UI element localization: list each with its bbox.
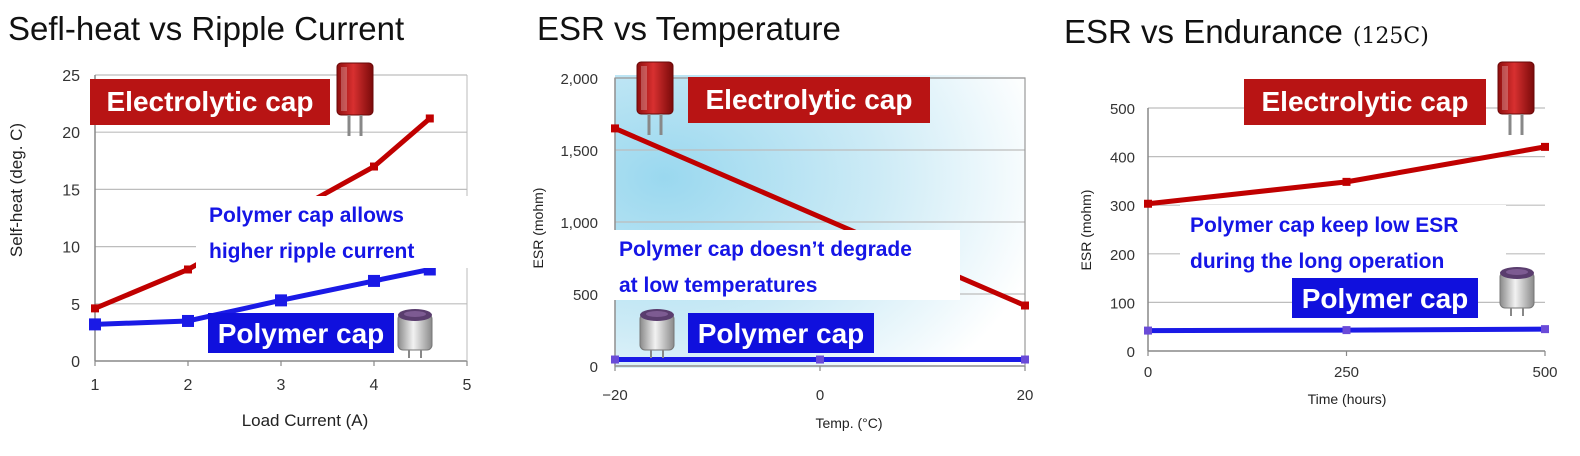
y-axis-label: Self-heat (deg. C) (7, 123, 26, 257)
electrolytic-badge (90, 79, 330, 125)
annotation-box (196, 196, 488, 268)
y-ticks: 0 5 10 15 20 25 (62, 68, 80, 371)
y-tick-label: 20 (62, 125, 80, 142)
data-point (611, 124, 619, 133)
x-tick-label: 4 (370, 377, 379, 394)
x-tick-label: 20 (1017, 387, 1034, 404)
x-axis-label: Time (hours) (1308, 391, 1387, 407)
data-point (1541, 325, 1549, 334)
polymer-capacitor-icon (1499, 267, 1535, 316)
chart-esr-endurance: ESR vs Endurance (125C) 0100200300400500 … (1064, 13, 1558, 407)
x-axis-label: Load Current (A) (242, 411, 369, 430)
data-point (91, 304, 99, 313)
x-tick-label: 250 (1334, 364, 1359, 381)
data-point (1342, 326, 1351, 335)
y-tick-label: 2,000 (560, 71, 598, 88)
data-point (275, 294, 287, 307)
polymer-capacitor-icon (397, 309, 433, 358)
annotation-line-2: during the long operation (1190, 250, 1444, 273)
y-tick-label: 0 (1127, 344, 1135, 361)
series-line-electrolytic (1145, 144, 1548, 207)
data-point (611, 355, 619, 364)
electrolytic-badge-label: Electrolytic cap (1262, 86, 1469, 117)
chart-title-suffix: (125C) (1353, 24, 1429, 49)
chart-title: ESR vs Endurance (125C) (1064, 13, 1429, 50)
y-tick-label: 500 (573, 287, 598, 304)
electrolytic-badge-label: Electrolytic cap (107, 86, 314, 117)
data-point (184, 265, 192, 274)
x-tick-label: 0 (1144, 364, 1152, 381)
y-tick-label: 100 (1110, 295, 1135, 312)
x-axis-label: Temp. (°C) (815, 415, 882, 431)
annotation-line-1: Polymer cap doesn’t degrade (619, 238, 912, 261)
polymer-badge-label: Polymer cap (698, 318, 865, 349)
x-tick-label: 3 (277, 377, 286, 394)
electrolytic-capacitor-icon (636, 61, 674, 135)
x-ticks: −20 0 20 (602, 387, 1033, 404)
annotation-box (612, 230, 960, 300)
x-tick-label: 500 (1532, 364, 1557, 381)
chart-title-main: ESR vs Endurance (1064, 13, 1343, 50)
x-tick-label: −20 (602, 387, 627, 404)
chart-title: Sefl-heat vs Ripple Current (8, 10, 404, 47)
x-tick-label: 2 (184, 377, 193, 394)
electrolytic-capacitor-icon (1497, 61, 1535, 135)
polymer-capacitor-icon (639, 309, 675, 358)
annotation-line-2: at low temperatures (619, 274, 817, 297)
electrolytic-badge (1244, 79, 1486, 125)
data-point (1021, 301, 1029, 310)
y-tick-label: 1,000 (560, 215, 598, 232)
data-point (1342, 177, 1351, 186)
y-ticks: 0 100 200 300 400 500 (1110, 101, 1135, 361)
y-tick-label: 500 (1110, 101, 1135, 118)
x-tick-label: 0 (816, 387, 824, 404)
x-tick-label: 5 (463, 377, 472, 394)
y-tick-label: 15 (62, 182, 80, 199)
data-point (1021, 355, 1029, 364)
x-tick-label: 1 (91, 377, 100, 394)
data-point (89, 318, 101, 331)
y-tick-label: 25 (62, 68, 80, 85)
y-tick-label: 10 (62, 240, 80, 257)
y-tick-label: 0 (590, 359, 598, 376)
y-ticks: 0 500 1,000 1,500 2,000 (560, 71, 598, 376)
data-point (182, 314, 194, 327)
electrolytic-capacitor-icon (336, 62, 374, 136)
data-point (370, 162, 378, 171)
x-ticks: 0 250 500 (1144, 364, 1558, 381)
y-tick-label: 1,500 (560, 143, 598, 160)
y-axis-label: ESR (mohm) (1078, 190, 1094, 271)
chart-title: ESR vs Temperature (537, 10, 841, 47)
electrolytic-badge (688, 77, 930, 123)
annotation-box (1180, 205, 1506, 277)
y-tick-label: 400 (1110, 150, 1135, 167)
data-point (1144, 199, 1152, 208)
chart-esr-temperature: ESR vs Temperature 0 500 1,000 1,500 2,000 −… (530, 10, 1033, 431)
polymer-badge-label: Polymer cap (218, 318, 385, 349)
polymer-badge (1292, 278, 1478, 318)
annotation-line-1: Polymer cap allows (209, 204, 404, 227)
y-tick-label: 300 (1110, 198, 1135, 215)
data-point (368, 274, 380, 287)
y-axis-label: ESR (mohm) (530, 188, 546, 269)
polymer-badge-label: Polymer cap (1302, 283, 1469, 314)
polymer-badge (688, 313, 874, 353)
y-tick-label: 200 (1110, 247, 1135, 264)
data-point (1144, 326, 1152, 335)
electrolytic-badge-label: Electrolytic cap (706, 84, 913, 115)
annotation-line-1: Polymer cap keep low ESR (1190, 214, 1458, 237)
y-tick-label: 0 (71, 354, 80, 371)
data-point (816, 355, 824, 364)
annotation-line-2: higher ripple current (209, 240, 414, 263)
y-tick-label: 5 (71, 297, 80, 314)
data-point (1541, 142, 1549, 151)
x-ticks: 1 2 3 4 5 (91, 377, 472, 394)
polymer-badge (208, 313, 394, 353)
series-group (1144, 142, 1549, 335)
data-point (425, 114, 434, 123)
